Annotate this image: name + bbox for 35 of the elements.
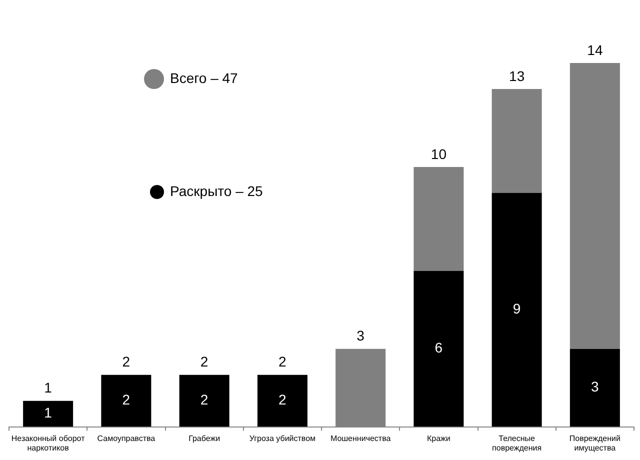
total-label: 3 xyxy=(356,328,365,344)
bar xyxy=(414,166,464,271)
bar xyxy=(257,374,308,427)
x-tick-label: Угроза убийством xyxy=(249,434,316,443)
data-label: 3 xyxy=(591,378,600,395)
x-tick-label: Грабежи xyxy=(188,434,220,443)
total-label: 13 xyxy=(509,68,525,84)
data-label: 1 xyxy=(44,404,52,421)
total-label: 14 xyxy=(587,42,603,58)
bar xyxy=(101,374,152,427)
data-label: 9 xyxy=(512,300,521,317)
bar xyxy=(414,270,464,427)
x-tick-label: Мошенничества xyxy=(330,434,392,443)
bar xyxy=(179,374,230,427)
bar xyxy=(570,348,620,427)
total-label: 2 xyxy=(278,354,287,370)
legend-label: Раскрыто – 25 xyxy=(170,182,264,199)
x-tick-label: Незаконный оборот наркотиков xyxy=(11,434,86,452)
x-tick-label: Повреждений имущества xyxy=(569,434,620,452)
bar xyxy=(492,88,542,193)
data-label: 2 xyxy=(278,392,287,408)
data-label: 2 xyxy=(122,392,130,408)
bar xyxy=(23,400,74,427)
total-label: 1 xyxy=(44,380,52,396)
bar xyxy=(570,63,620,349)
x-tick-label: Телесные повреждения xyxy=(492,434,542,452)
legend-label: Всего – 47 xyxy=(170,70,238,86)
total-label: 2 xyxy=(200,354,208,370)
x-tick-label: Кражи xyxy=(426,434,450,443)
data-label: 2 xyxy=(200,392,208,408)
data-label: 6 xyxy=(434,340,443,356)
bar xyxy=(492,192,542,427)
total-label: 2 xyxy=(122,354,130,370)
x-tick-label: Самоуправства xyxy=(97,434,156,443)
total-label: 10 xyxy=(430,146,447,162)
